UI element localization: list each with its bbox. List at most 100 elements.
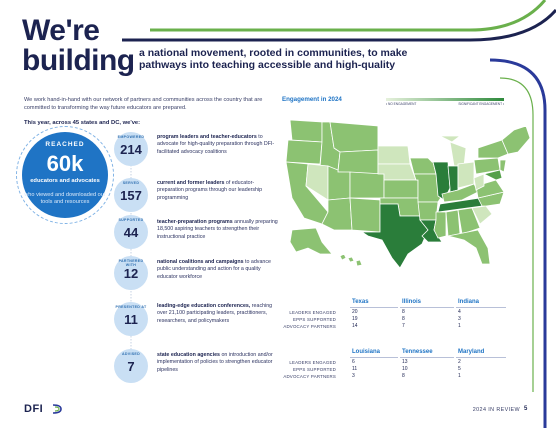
state-ne	[377, 163, 417, 181]
page-number: 5	[524, 406, 528, 412]
stat-description: current and former leaders of educator-p…	[157, 180, 279, 202]
highlight-number: 60k	[46, 151, 84, 176]
row-label: LEADERS ENGAGED	[289, 310, 336, 315]
value-cell: 2	[458, 359, 461, 365]
value-cell: 14	[352, 323, 358, 329]
stat-tag: ADVISED	[121, 352, 141, 356]
state-name-louisiana: Louisiana	[352, 349, 381, 355]
map-title: Engagement in 2024	[282, 96, 342, 103]
state-wi	[427, 137, 449, 163]
state-nd	[377, 125, 409, 147]
row-label: EPPS SUPPORTED	[293, 367, 336, 372]
divider	[456, 307, 506, 308]
navy-swoosh-top	[122, 9, 556, 42]
stat-rest: to advocate for high-quality preparation…	[157, 134, 275, 155]
stat-bold: leading-edge education conferences,	[157, 303, 251, 309]
state-sc	[471, 205, 493, 225]
value-cell: 1	[458, 323, 461, 329]
stat-rest: reaching over 21,100 participating leade…	[157, 303, 273, 324]
navy-swoosh-right	[489, 58, 547, 428]
map-legend-bar	[386, 98, 504, 101]
state-wa	[289, 119, 323, 143]
state-name-maryland: Maryland	[458, 349, 485, 355]
row-label: ADVOCACY PARTNERS	[283, 324, 336, 329]
state-mt	[329, 121, 379, 153]
stat-bold: current and former leaders	[157, 180, 225, 186]
state-name-illinois: Illinois	[402, 299, 422, 305]
stat-bold: state education agencies	[157, 352, 220, 358]
stat-circle	[114, 256, 148, 290]
stat-rest: to advance public understanding and acti…	[157, 259, 271, 280]
stat-tag: PRESENTED AT	[115, 305, 147, 309]
value-cell: 10	[402, 366, 408, 372]
value-cell: 3	[352, 373, 355, 379]
stat-bold: national coalitions and campaigns	[157, 259, 244, 265]
state-wy	[337, 149, 379, 175]
state-new-england	[501, 125, 531, 155]
stat-description: program leaders and teacher-educators to…	[157, 134, 279, 156]
state-nm	[349, 197, 381, 233]
value-cell: 6	[352, 359, 355, 365]
highlight-circle	[22, 132, 108, 218]
state-name-indiana: Indiana	[458, 299, 480, 305]
row-label: EPPS SUPPORTED	[293, 317, 336, 322]
stat-circle	[114, 302, 148, 336]
subtitle: a national movement, rooted in communiti…	[139, 47, 408, 71]
value-cell: 13	[402, 359, 408, 365]
state-ga	[457, 207, 481, 235]
row-label: LEADERS ENGAGED	[289, 360, 336, 365]
divider	[400, 307, 454, 308]
state-ks	[383, 179, 419, 199]
state-name-tennessee: Tennessee	[402, 349, 433, 355]
stat-tag: SUPPORTED	[118, 218, 144, 222]
value-cell: 7	[402, 323, 405, 329]
state-co	[349, 171, 385, 199]
state-name-texas: Texas	[352, 299, 369, 305]
highlight-tag: REACHED	[45, 141, 85, 148]
stat-circle	[114, 178, 148, 212]
state-ny	[477, 139, 509, 159]
stat-tag: SERVED	[122, 181, 140, 185]
stat-tag: PARTNERED WITH	[118, 259, 144, 267]
stat-bold: teacher-preparation programs	[157, 219, 233, 225]
stat-rest: on introduction and/or implementation of…	[157, 352, 273, 373]
state-ar	[417, 201, 439, 221]
highlight-bold: educators and advocates	[30, 178, 100, 184]
intro-lead: This year, across 45 states and DC, we'v…	[24, 120, 141, 126]
value-cell: 1	[458, 373, 461, 379]
value-cell: 4	[458, 309, 461, 315]
green-swoosh-right	[499, 77, 534, 392]
stat-description: national coalitions and campaigns to adv…	[157, 259, 279, 281]
state-hi	[339, 253, 363, 267]
value-cell: 20	[352, 309, 358, 315]
divider	[456, 357, 506, 358]
state-tx	[360, 203, 429, 269]
highlight-ring	[16, 126, 114, 224]
map-legend-high: SIGNIFICANT ENGAGEMENT •	[458, 102, 504, 106]
stat-description: leading-edge education conferences, reac…	[157, 303, 279, 325]
value-cell: 3	[458, 316, 461, 322]
stat-circle	[114, 349, 148, 383]
value-cell: 8	[402, 373, 405, 379]
divider	[350, 357, 398, 358]
stat-description: state education agencies on introduction…	[157, 352, 279, 374]
state-fl	[447, 229, 491, 265]
state-ms	[433, 211, 447, 239]
state-ak	[289, 227, 333, 255]
value-cell: 19	[352, 316, 358, 322]
stat-number: 157	[120, 188, 142, 203]
state-nj	[499, 159, 507, 173]
intro-paragraph: We work hand-in-hand with our network of…	[24, 97, 263, 111]
state-or	[285, 139, 323, 165]
state-md	[482, 169, 503, 181]
stat-tag: EMPOWERED	[117, 135, 145, 139]
dfi-logo-mark-icon	[52, 404, 62, 414]
value-cell: 5	[458, 366, 461, 372]
row-label: ADVOCACY PARTNERS	[283, 374, 336, 379]
title-line-1: We're	[22, 14, 100, 47]
state-wv	[473, 173, 485, 191]
highlight-rest: who viewed and downloaded our tools and …	[24, 192, 106, 205]
stat-circle	[114, 215, 148, 249]
state-al	[445, 209, 461, 237]
